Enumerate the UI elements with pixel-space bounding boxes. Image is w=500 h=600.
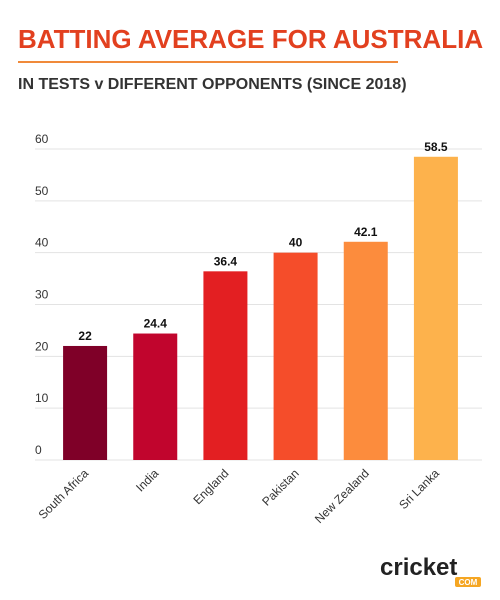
value-label: 24.4	[144, 317, 168, 331]
bar	[133, 333, 178, 460]
bar	[63, 345, 108, 460]
bar	[343, 241, 388, 460]
logo-badge	[455, 577, 481, 587]
value-label: 40	[289, 236, 303, 250]
y-tick-label: 40	[35, 236, 49, 250]
x-tick-label: New Zealand	[312, 466, 372, 526]
value-label: 42.1	[354, 225, 378, 239]
y-tick-label: 10	[35, 391, 49, 405]
y-tick-label: 60	[35, 132, 49, 146]
y-tick-label: 0	[35, 443, 42, 457]
y-tick-label: 30	[35, 288, 49, 302]
bar	[413, 156, 458, 460]
logo: cricket COM	[380, 554, 481, 587]
logo-suffix: COM	[459, 578, 478, 587]
bar	[273, 252, 318, 460]
chart-subtitle: IN TESTS v DIFFERENT OPPONENTS (SINCE 20…	[18, 76, 407, 93]
value-label: 58.5	[424, 140, 448, 154]
x-tick-label: Pakistan	[259, 466, 301, 508]
bar	[203, 271, 248, 460]
logo-name: cricket	[380, 554, 457, 581]
x-tick-label: India	[133, 466, 162, 495]
x-tick-label: South Africa	[36, 466, 92, 522]
y-tick-label: 50	[35, 184, 49, 198]
y-tick-label: 20	[35, 339, 49, 353]
x-tick-label: Sri Lanka	[396, 466, 442, 512]
x-tick-label: England	[190, 466, 231, 507]
value-label: 36.4	[214, 254, 238, 268]
value-label: 22	[78, 329, 92, 343]
chart-title: BATTING AVERAGE FOR AUSTRALIA	[18, 24, 483, 54]
